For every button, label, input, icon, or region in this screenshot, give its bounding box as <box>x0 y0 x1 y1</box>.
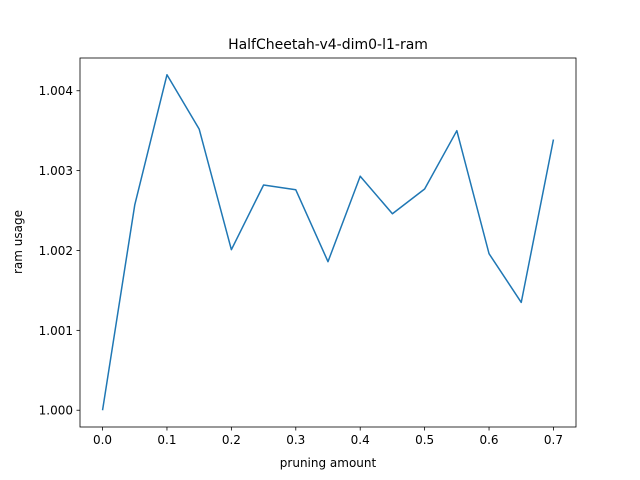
plot-frame <box>79 57 577 428</box>
y-tick-label: 1.004 <box>39 84 73 98</box>
x-tick-label: 0.5 <box>415 433 434 447</box>
x-tick-label: 0.2 <box>222 433 241 447</box>
y-tick-label: 1.000 <box>39 404 73 418</box>
y-tick-label: 1.002 <box>39 244 73 258</box>
y-axis-label: ram usage <box>11 210 25 274</box>
x-tick-label: 0.6 <box>479 433 498 447</box>
x-tick-label: 0.1 <box>157 433 176 447</box>
y-tick-label: 1.003 <box>39 164 73 178</box>
x-axis-label: pruning amount <box>280 456 377 470</box>
x-tick-label: 0.3 <box>286 433 305 447</box>
x-tick-label: 0.4 <box>351 433 370 447</box>
y-tick-label: 1.001 <box>39 324 73 338</box>
x-tick-label: 0.0 <box>93 433 112 447</box>
plot-area: 0.0 0.1 0.2 0.3 0.4 0.5 0.6 0.7 1.000 1.001 1.002 1… <box>39 57 577 447</box>
series-line-0 <box>101 74 555 411</box>
chart-title: HalfCheetah-v4-dim0-l1-ram <box>228 37 428 53</box>
x-tick-label: 0.7 <box>544 433 563 447</box>
